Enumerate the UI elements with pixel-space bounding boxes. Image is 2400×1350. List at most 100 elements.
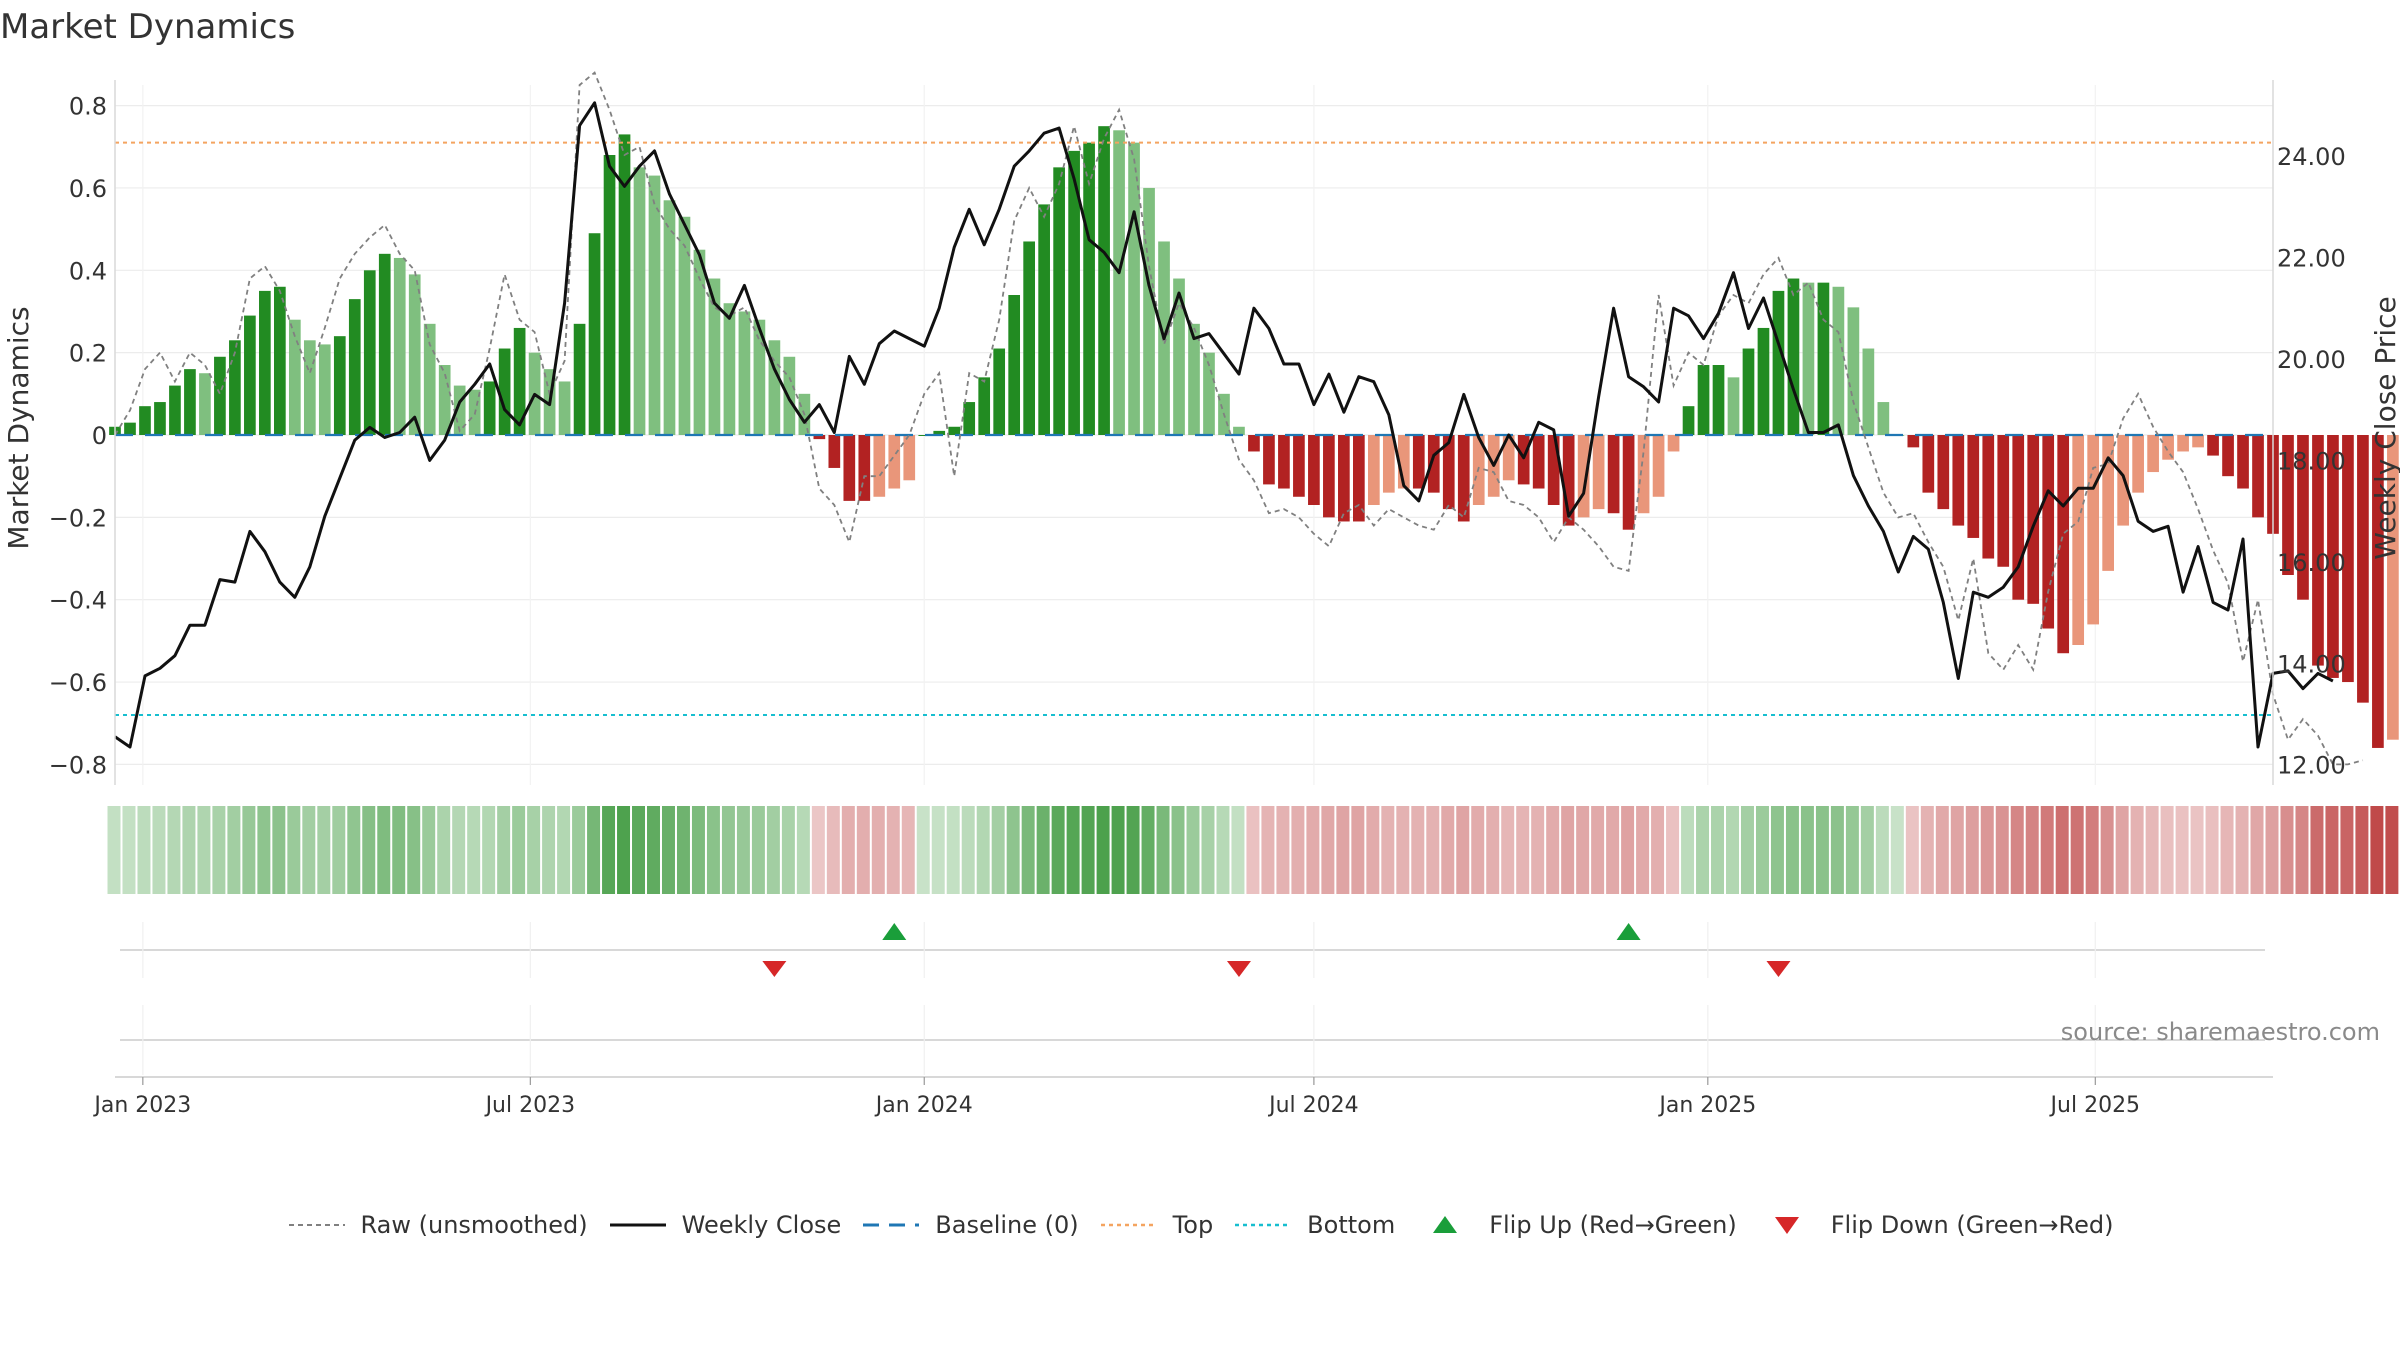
dynamics-bar <box>2087 435 2100 625</box>
dynamics-bar <box>588 233 601 435</box>
regime-cell <box>617 806 631 894</box>
regime-cell <box>392 806 406 894</box>
regime-cell <box>976 806 990 894</box>
y-tick-label: −0.4 <box>49 587 107 615</box>
dynamics-bar <box>888 435 901 489</box>
dynamics-bar <box>513 327 526 435</box>
regime-cell <box>1306 806 1320 894</box>
dynamics-bar <box>738 311 751 435</box>
regime-cell <box>2310 806 2324 894</box>
dynamics-bar <box>288 319 301 435</box>
regime-cell <box>2175 806 2189 894</box>
regime-cell <box>1815 806 1829 894</box>
regime-cell <box>676 806 690 894</box>
x-tick-label: Jan 2023 <box>92 1093 191 1118</box>
regime-cell <box>2205 806 2219 894</box>
regime-cell <box>107 806 121 894</box>
regime-cell <box>1021 806 1035 894</box>
regime-cell <box>1681 806 1695 894</box>
dynamics-bar <box>453 385 466 435</box>
dynamics-bar <box>2132 435 2144 493</box>
y-tick-label: −0.2 <box>49 504 107 532</box>
regime-cell <box>242 806 256 894</box>
dynamics-bar <box>648 175 661 435</box>
regime-cell <box>946 806 960 894</box>
y2-tick-label: 12.00 <box>2277 752 2346 780</box>
regime-cell <box>1261 806 1275 894</box>
dynamics-bar <box>1712 365 1725 435</box>
dynamics-bar <box>139 406 151 435</box>
x-tick-label: Jan 2025 <box>1657 1093 1756 1118</box>
regime-cell <box>272 806 286 894</box>
dynamics-bar <box>1862 348 1875 435</box>
regime-cell <box>1636 806 1650 894</box>
raw-legend-swatch <box>288 1224 345 1226</box>
weekly-close-line <box>114 101 2334 749</box>
regime-cell <box>1980 806 1994 894</box>
regime-cell <box>1830 806 1844 894</box>
dynamics-bar <box>1008 295 1021 435</box>
flip-down-marker <box>762 961 787 977</box>
regime-cell <box>1950 806 1964 894</box>
dynamics-bar <box>1248 435 1260 452</box>
regime-cell <box>227 806 241 894</box>
regime-cell <box>2250 806 2264 894</box>
regime-cell <box>167 806 181 894</box>
dynamics-bar <box>2027 435 2040 604</box>
regime-cell <box>122 806 136 894</box>
dynamics-bar <box>933 430 946 435</box>
dynamics-bar <box>2222 435 2234 477</box>
dynamics-bar <box>1937 435 1950 510</box>
legend-item-flip-down: Flip Down (Green→Red) <box>1757 1211 2114 1239</box>
regime-cell <box>1785 806 1799 894</box>
regime-cell <box>452 806 466 894</box>
regime-cell <box>2010 806 2024 894</box>
regime-cell <box>1216 806 1230 894</box>
dynamics-bar <box>378 253 391 435</box>
regime-cell <box>587 806 601 894</box>
regime-cell <box>467 806 481 894</box>
dynamics-bar <box>318 344 331 435</box>
regime-cell <box>1845 806 1859 894</box>
dynamics-bar <box>1278 435 1290 489</box>
regime-cell <box>886 806 900 894</box>
regime-cell <box>557 806 571 894</box>
regime-cell <box>152 806 166 894</box>
regime-cell <box>2280 806 2294 894</box>
regime-cell <box>2295 806 2309 894</box>
flip-up-marker <box>1616 923 1641 940</box>
y-tick-label: 0.4 <box>69 257 107 285</box>
dynamics-bar <box>2162 435 2174 460</box>
dynamics-bar <box>2372 435 2384 748</box>
regime-cell <box>317 806 331 894</box>
regime-cell <box>1576 806 1590 894</box>
flip-down-marker <box>1766 961 1791 977</box>
dynamics-bar <box>1622 435 1635 530</box>
regime-cell <box>1995 806 2009 894</box>
regime-cell <box>437 806 451 894</box>
dynamics-bar <box>393 257 406 435</box>
regime-cell <box>796 806 810 894</box>
regime-cell <box>1740 806 1754 894</box>
regime-cell <box>2085 806 2099 894</box>
dynamics-bar <box>1847 307 1860 435</box>
dynamics-bar <box>274 286 286 435</box>
top-legend-swatch <box>1100 1223 1157 1227</box>
regime-cell <box>2385 806 2399 894</box>
regime-cell <box>377 806 391 894</box>
series-lines <box>114 71 2364 766</box>
regime-cell <box>1606 806 1620 894</box>
regime-cell <box>1471 806 1485 894</box>
regime-cell <box>1516 806 1530 894</box>
dynamics-bar <box>678 216 691 435</box>
regime-cell <box>1351 806 1365 894</box>
dynamics-bar <box>1068 150 1080 435</box>
dynamics-bar <box>1098 126 1110 436</box>
y-tick-label: 0.6 <box>69 175 107 203</box>
dynamics-bar <box>1023 241 1035 435</box>
dynamics-bar <box>244 315 256 435</box>
regime-cell <box>1246 806 1260 894</box>
dynamics-bar <box>169 385 181 435</box>
regime-cell <box>1276 806 1290 894</box>
dynamics-bar <box>963 402 976 435</box>
